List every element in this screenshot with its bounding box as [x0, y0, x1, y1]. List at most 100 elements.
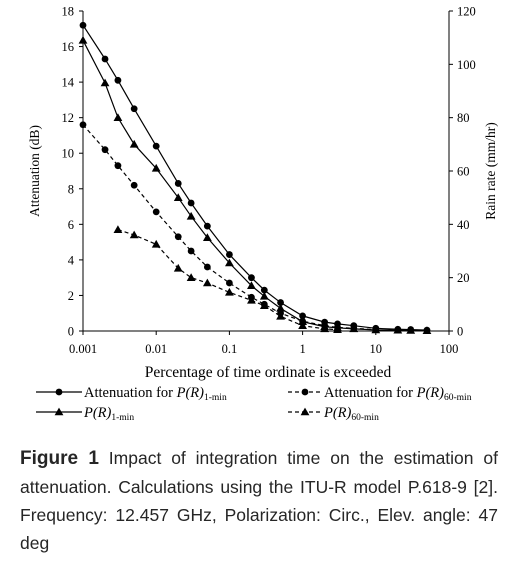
data-point-triangle	[113, 225, 123, 233]
y2-tick-label: 0	[457, 325, 463, 339]
data-point-circle	[203, 222, 211, 230]
legend-label-prefix: Attenuation for	[324, 385, 417, 401]
legend-label-main: P(R)	[416, 385, 445, 401]
y2-tick-label: 100	[457, 58, 476, 72]
data-point-circle	[226, 251, 233, 258]
x-tick-label: 0.01	[145, 342, 167, 356]
data-point-triangle	[202, 233, 212, 241]
data-point-triangle	[151, 163, 161, 172]
y-axis-left-label: Attenuation (dB)	[27, 125, 42, 217]
attenuation-chart: 0.001 0.01 0.1 1 10 100 0 2 4 6 8 10 12 14 16 18 0 20 40…	[27, 5, 498, 424]
legend-label-subscript: 60-min	[444, 393, 472, 403]
data-point-triangle	[349, 324, 359, 333]
legend-swatch-marker	[55, 388, 63, 396]
legend-label: Attenuation for P(R)1-min	[84, 385, 227, 403]
data-point-triangle	[333, 325, 342, 333]
data-point-circle	[299, 312, 306, 320]
data-point-circle	[101, 146, 109, 154]
data-point-circle	[203, 263, 211, 271]
data-point-triangle	[298, 321, 307, 329]
data-point-circle	[130, 181, 138, 189]
data-point-circle	[79, 121, 87, 129]
legend: Attenuation for P(R)1-min Attenuation for…	[36, 385, 472, 423]
figure-caption: Figure 1 Impact of integration time on t…	[20, 444, 498, 557]
y-tick-label: 14	[62, 76, 75, 90]
legend-swatch-marker	[300, 407, 310, 416]
series-line	[82, 40, 427, 332]
data-point-circle	[130, 105, 138, 113]
x-tick-label: 0.1	[222, 342, 238, 356]
data-point-triangle	[320, 324, 330, 333]
y2-tick-label: 20	[457, 271, 470, 285]
data-point-triangle	[78, 35, 88, 44]
legend-label-main: P(R)	[83, 405, 112, 421]
data-point-triangle	[202, 278, 212, 287]
y-tick-label: 12	[62, 111, 75, 125]
y-axis-left: 0 2 4 6 8 10 12 14 16 18	[62, 5, 83, 339]
caption-text: Impact of integration time on the estima…	[20, 448, 498, 553]
data-point-triangle	[247, 281, 256, 289]
data-point-triangle	[259, 301, 269, 309]
y-axis-right-label: Rain rate (mm/hr)	[483, 122, 498, 219]
data-point-triangle	[259, 291, 269, 300]
y-tick-label: 16	[62, 40, 75, 54]
data-point-triangle	[422, 326, 432, 335]
series-1	[79, 21, 431, 334]
y2-tick-label: 60	[457, 165, 470, 179]
data-point-triangle	[186, 211, 196, 220]
data-point-circle	[79, 21, 87, 29]
data-point-triangle	[113, 113, 123, 121]
data-point-triangle	[406, 326, 416, 334]
data-point-triangle	[298, 317, 307, 325]
data-point-circle	[248, 274, 255, 282]
plot-area	[82, 11, 450, 332]
y-tick-label: 6	[68, 218, 74, 232]
data-point-triangle	[225, 258, 234, 267]
data-point-triangle	[393, 325, 403, 334]
data-point-triangle	[225, 287, 234, 296]
series-layer	[78, 21, 432, 335]
y-tick-label: 18	[62, 5, 75, 19]
legend-item-3: P(R)1-min	[36, 405, 134, 423]
data-point-circle	[114, 76, 122, 84]
legend-item-4: P(R)60-min	[288, 405, 379, 423]
data-point-triangle	[186, 273, 196, 281]
data-point-triangle	[276, 311, 285, 320]
x-axis-label: Percentage of time ordinate is exceeded	[145, 364, 392, 381]
x-tick-label: 10	[370, 342, 383, 356]
series-line	[82, 24, 427, 331]
data-point-circle	[277, 299, 284, 306]
legend-item-2: Attenuation for P(R)60-min	[288, 385, 472, 403]
legend-label-subscript: 1-min	[204, 393, 227, 403]
legend-label: Attenuation for P(R)60-min	[324, 385, 472, 403]
legend-label: P(R)60-min	[323, 405, 379, 423]
y2-tick-label: 40	[457, 218, 470, 232]
series-2	[79, 121, 380, 333]
series-line	[82, 124, 376, 331]
legend-item-1: Attenuation for P(R)1-min	[36, 385, 227, 403]
data-point-circle	[101, 55, 109, 63]
data-point-triangle	[276, 303, 285, 312]
data-point-circle	[226, 279, 233, 287]
x-tick-label: 100	[440, 342, 459, 356]
legend-label-subscript: 60-min	[351, 413, 379, 423]
data-point-circle	[187, 199, 195, 207]
caption-label: Figure 1	[20, 448, 99, 469]
legend-label: P(R)1-min	[83, 405, 134, 423]
data-point-triangle	[173, 193, 183, 201]
legend-swatch-marker	[54, 407, 64, 416]
data-point-circle	[174, 180, 182, 187]
legend-label-main: P(R)	[323, 405, 352, 421]
data-point-triangle	[371, 325, 381, 334]
data-point-triangle	[129, 230, 139, 239]
y-axis-right: 0 20 40 60 80 100 120	[449, 5, 476, 339]
data-point-triangle	[173, 263, 183, 272]
data-point-circle	[114, 162, 122, 170]
y-tick-label: 8	[68, 182, 74, 196]
data-point-triangle	[100, 78, 110, 87]
data-point-circle	[260, 286, 268, 294]
legend-swatch-marker	[301, 388, 309, 396]
y2-tick-label: 120	[457, 5, 476, 19]
x-tick-label: 0.001	[69, 342, 97, 356]
x-axis: 0.001 0.01 0.1 1 10 100	[69, 331, 458, 356]
